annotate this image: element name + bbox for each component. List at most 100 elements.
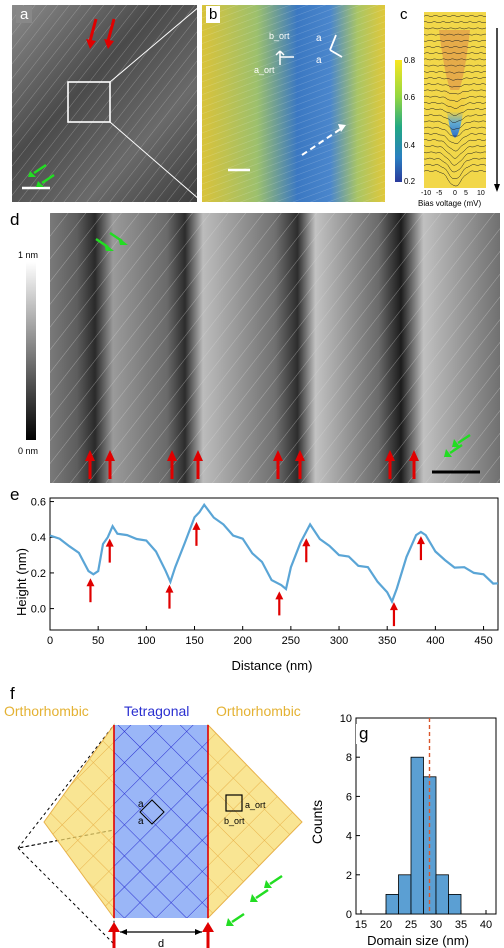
c-spectrum-curve xyxy=(423,95,487,102)
d-scale-bottom: 0 nm xyxy=(18,446,39,456)
e-xtick-label: 400 xyxy=(426,635,444,647)
c-spectrum-curve xyxy=(423,157,487,173)
g-hist-bar xyxy=(410,756,424,915)
panel-a-image xyxy=(12,5,197,202)
g-hist-bar xyxy=(448,893,462,915)
g-ytick-label: 10 xyxy=(340,713,352,725)
g-xtick-label: 35 xyxy=(455,919,467,931)
zoom-lines xyxy=(109,5,201,201)
panel-b-label: b xyxy=(206,6,221,23)
e-ytick-label: 0.2 xyxy=(31,568,46,580)
panel-e-label: e xyxy=(10,485,20,504)
panel-a-arrows xyxy=(28,18,116,187)
b-vec-a1: a xyxy=(316,33,322,44)
e-height-line xyxy=(49,502,499,605)
c-spectrum-curve xyxy=(423,27,487,30)
panel-a-label: a xyxy=(16,6,33,23)
c-spectrum-curve xyxy=(423,46,487,48)
d-red-arrow-head xyxy=(167,450,177,461)
panel-g-label: g xyxy=(356,724,372,744)
c-spectrum-curve xyxy=(423,70,487,74)
d-red-arrow-head xyxy=(295,450,305,461)
g-ytick-label: 2 xyxy=(346,870,352,882)
d-red-arrow-head xyxy=(193,450,203,461)
c-spectrum-curve xyxy=(423,39,487,42)
b-vec-aort: a_ort xyxy=(254,65,275,75)
e-xtick-label: 200 xyxy=(234,635,252,647)
d-colorbar xyxy=(26,262,36,440)
d-red-arrow-head xyxy=(385,450,395,461)
c-spectrum-curve xyxy=(423,52,487,55)
c-spectrum-curve xyxy=(423,15,486,17)
f-aort: a_ort xyxy=(245,800,266,810)
c-spectrum-curve xyxy=(424,139,487,152)
c-xtick-m10: -10 xyxy=(421,190,431,197)
e-red-arrow-head xyxy=(275,591,284,600)
f-right-title: Orthorhombic xyxy=(216,703,301,719)
c-xlabel: Bias voltage (mV) xyxy=(418,199,481,208)
c-spectrum-curve xyxy=(423,163,487,179)
panel-e-chart: 0 50 100 150 200 250 300 350 400 4500.00.20.40.6 … xyxy=(14,497,499,673)
panel-d-image xyxy=(50,213,500,483)
g-xtick-label: 40 xyxy=(480,919,492,931)
c-xtick-5: 5 xyxy=(464,190,468,197)
c-cb-tick-02: 0.2 xyxy=(404,177,416,186)
panel-d-arrows xyxy=(85,231,471,479)
c-spectrum-curve xyxy=(423,89,487,95)
c-spectrum-curve xyxy=(423,114,487,124)
e-ytick-label: 0.6 xyxy=(31,497,46,509)
e-red-arrow-head xyxy=(192,521,201,530)
c-cb-tick-06: 0.6 xyxy=(404,93,416,102)
g-hist-bar xyxy=(435,874,449,915)
g-ytick-label: 0 xyxy=(346,909,352,921)
d-scale-top: 1 nm xyxy=(18,250,39,260)
e-xtick-label: 0 xyxy=(47,635,53,647)
c-xtick-0: 0 xyxy=(453,190,457,197)
c-spectrum-curve xyxy=(423,120,487,130)
e-xtick-label: 100 xyxy=(137,635,155,647)
c-spectrum-curve xyxy=(423,126,487,137)
g-ylabel: Counts xyxy=(309,800,325,844)
e-ytick-label: 0.4 xyxy=(31,532,46,544)
panel-c-label: c xyxy=(400,6,408,23)
e-xtick-label: 450 xyxy=(474,635,492,647)
panel-g-chart: 15 20 25 30 35 40 0 2 4 6 8 10 Domain size (nm) Cou… xyxy=(309,713,497,948)
d-red-arrow-head xyxy=(409,450,419,461)
f-a2: a xyxy=(138,816,144,827)
f-bort: b_ort xyxy=(224,816,245,826)
e-xtick-label: 250 xyxy=(282,635,300,647)
g-hist-bar xyxy=(385,893,399,915)
g-ytick-label: 8 xyxy=(346,752,352,764)
c-spectrum-curve xyxy=(423,151,487,166)
panel-c-chart: 0.8 0.6 0.4 0.2 -10 -5 0 5 10 Bias volta… xyxy=(395,12,500,208)
d-red-arrow-head xyxy=(105,450,115,461)
c-spectrum-curve xyxy=(423,101,487,109)
panel-d-label: d xyxy=(10,210,20,229)
g-ytick-label: 4 xyxy=(346,831,352,843)
f-d: d xyxy=(158,938,164,948)
e-red-arrow-head xyxy=(302,538,311,547)
e-red-arrow-head xyxy=(86,578,95,587)
panel-f-label: f xyxy=(10,684,15,703)
e-xtick-label: 350 xyxy=(378,635,396,647)
f-center-title: Tetragonal xyxy=(124,703,190,719)
e-red-arrow-head xyxy=(165,584,174,593)
e-ytick-label: 0.0 xyxy=(31,604,46,616)
c-spectrum-curve xyxy=(423,132,487,144)
c-cb-tick-08: 0.8 xyxy=(404,56,416,65)
g-xlabel: Domain size (nm) xyxy=(367,933,469,948)
g-xtick-label: 30 xyxy=(430,919,442,931)
panel-b-image: b_ort a_ort a a xyxy=(202,5,385,202)
c-spectrum-curve xyxy=(423,21,487,24)
c-cb-tick-04: 0.4 xyxy=(404,141,416,150)
g-ytick-label: 6 xyxy=(346,791,352,803)
c-spectrum-curve xyxy=(423,64,487,67)
d-red-arrow-head xyxy=(85,450,95,461)
g-xtick-label: 20 xyxy=(380,919,392,931)
g-hist-bar xyxy=(398,874,412,915)
f-a1: a xyxy=(138,799,144,810)
c-spectrum-curve xyxy=(423,170,487,187)
c-xtick-m5: -5 xyxy=(436,190,442,197)
f-left-title: Orthorhombic xyxy=(4,703,89,719)
c-spectrum-curve xyxy=(423,145,487,159)
